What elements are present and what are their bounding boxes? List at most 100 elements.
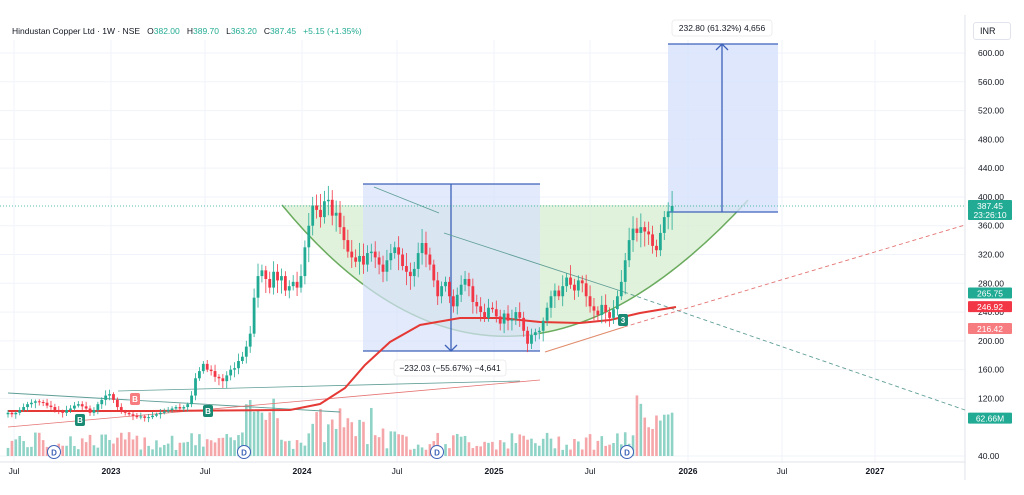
candle-body [330, 199, 334, 216]
price-label-text: 62.66M [976, 414, 1004, 424]
candle-body [576, 280, 580, 291]
moving-average-path [8, 306, 677, 412]
trendline-drawings[interactable] [0, 186, 966, 428]
volume-bar [448, 448, 451, 456]
candle-body [151, 415, 154, 418]
dividend-marker-text: D [624, 449, 630, 458]
candle-body [393, 247, 397, 254]
candle-body [178, 407, 182, 409]
volume-bar [362, 421, 365, 456]
arrow-up-icon [715, 43, 729, 51]
price-label[interactable] [968, 323, 1012, 335]
volume-bar [596, 440, 600, 456]
candle-body [448, 281, 451, 297]
volume-bar [635, 395, 639, 456]
volume-bar [202, 446, 205, 456]
volume-bar [69, 436, 72, 456]
symbol-title: Hindustan Copper Ltd · 1W · NSE [12, 26, 141, 36]
candle-body [88, 408, 92, 413]
volume-bar [116, 437, 119, 456]
dividend-marker[interactable] [430, 445, 444, 459]
candle-body [119, 407, 123, 412]
candle-body [225, 375, 229, 382]
candle-body [338, 212, 342, 228]
volume-bar [526, 439, 529, 456]
time-tick: 2024 [293, 466, 312, 476]
volume-bar [643, 417, 647, 456]
split-marker[interactable] [130, 393, 140, 405]
candle-body [627, 240, 631, 261]
up-measure-box[interactable] [668, 44, 778, 212]
volume-bar [147, 445, 150, 456]
candle-body [33, 401, 37, 403]
price-axis[interactable]: 600.00 560.00 520.00 480.00 440.00 400.00 360.… [968, 48, 1012, 461]
volume-bar [416, 444, 420, 456]
trendline-rising [7, 379, 541, 428]
candle-body [639, 227, 643, 233]
candle-body [569, 277, 572, 285]
volume-bar [92, 445, 96, 456]
trendline-descending-extension [623, 291, 966, 411]
candle-body [96, 404, 100, 410]
candle-body [69, 408, 72, 410]
time-tick: 2026 [679, 466, 698, 476]
volume-bar [522, 435, 525, 456]
candle-body [190, 395, 194, 405]
dividend-marker-text: D [51, 449, 57, 458]
volume-bar [655, 415, 658, 456]
open-label: O [147, 26, 154, 36]
low-value: 363.20 [230, 26, 257, 36]
candle-body [155, 414, 158, 416]
split-marker[interactable] [618, 314, 628, 326]
candle-body [299, 276, 303, 288]
candle-body [295, 281, 299, 288]
price-label[interactable] [968, 199, 1012, 220]
volume-bar [119, 432, 123, 456]
candle-body [498, 316, 502, 324]
candle-body [635, 228, 639, 233]
candle-body [608, 312, 611, 318]
price-label[interactable] [968, 412, 1012, 424]
price-label[interactable] [968, 287, 1012, 299]
split-marker[interactable] [75, 414, 85, 426]
dividend-marker[interactable] [620, 445, 634, 459]
candle-body [233, 368, 236, 370]
volume-bar [315, 412, 318, 456]
currency-selector[interactable]: INR [973, 22, 1011, 40]
candle-body [522, 317, 526, 331]
volume-bar [190, 433, 193, 456]
time-axis[interactable]: Jul 2023 Jul 2024 Jul 2025 Jul 2026 Jul 2027 [9, 466, 885, 476]
volume-bar [342, 427, 346, 456]
volume-bar [459, 436, 463, 456]
split-marker[interactable] [203, 405, 213, 417]
candle-body [596, 310, 600, 315]
price-label[interactable] [968, 301, 1012, 313]
volume-bar [61, 445, 64, 456]
candle-body [104, 395, 108, 400]
volume-bar [6, 447, 10, 456]
dividend-marker[interactable] [47, 445, 61, 459]
volume-bar [381, 428, 385, 456]
volume-bar [409, 449, 412, 456]
candle-body [315, 205, 319, 210]
measure-drawings[interactable]: 232.80 (61.32%) 4,656 −232.03 (−55.67%) −… [363, 19, 778, 377]
candle-body [139, 416, 143, 418]
volume-bar [88, 434, 92, 456]
candle-body [76, 404, 80, 406]
candle-body [57, 409, 61, 412]
candle-body [260, 270, 264, 277]
candle-body [358, 255, 361, 262]
close-value: 387.45 [270, 26, 297, 36]
candle-body [268, 278, 272, 288]
candle-body [662, 217, 666, 233]
candle-body [158, 412, 162, 415]
change-value: +5.15 (+1.35%) [303, 26, 362, 36]
candle-body [217, 376, 221, 379]
dividend-marker[interactable] [237, 445, 251, 459]
volume-bar [143, 437, 147, 456]
event-markers[interactable]: B B B 3 D D D D [47, 314, 634, 459]
volume-bar [420, 447, 424, 456]
candle-body [600, 304, 604, 315]
